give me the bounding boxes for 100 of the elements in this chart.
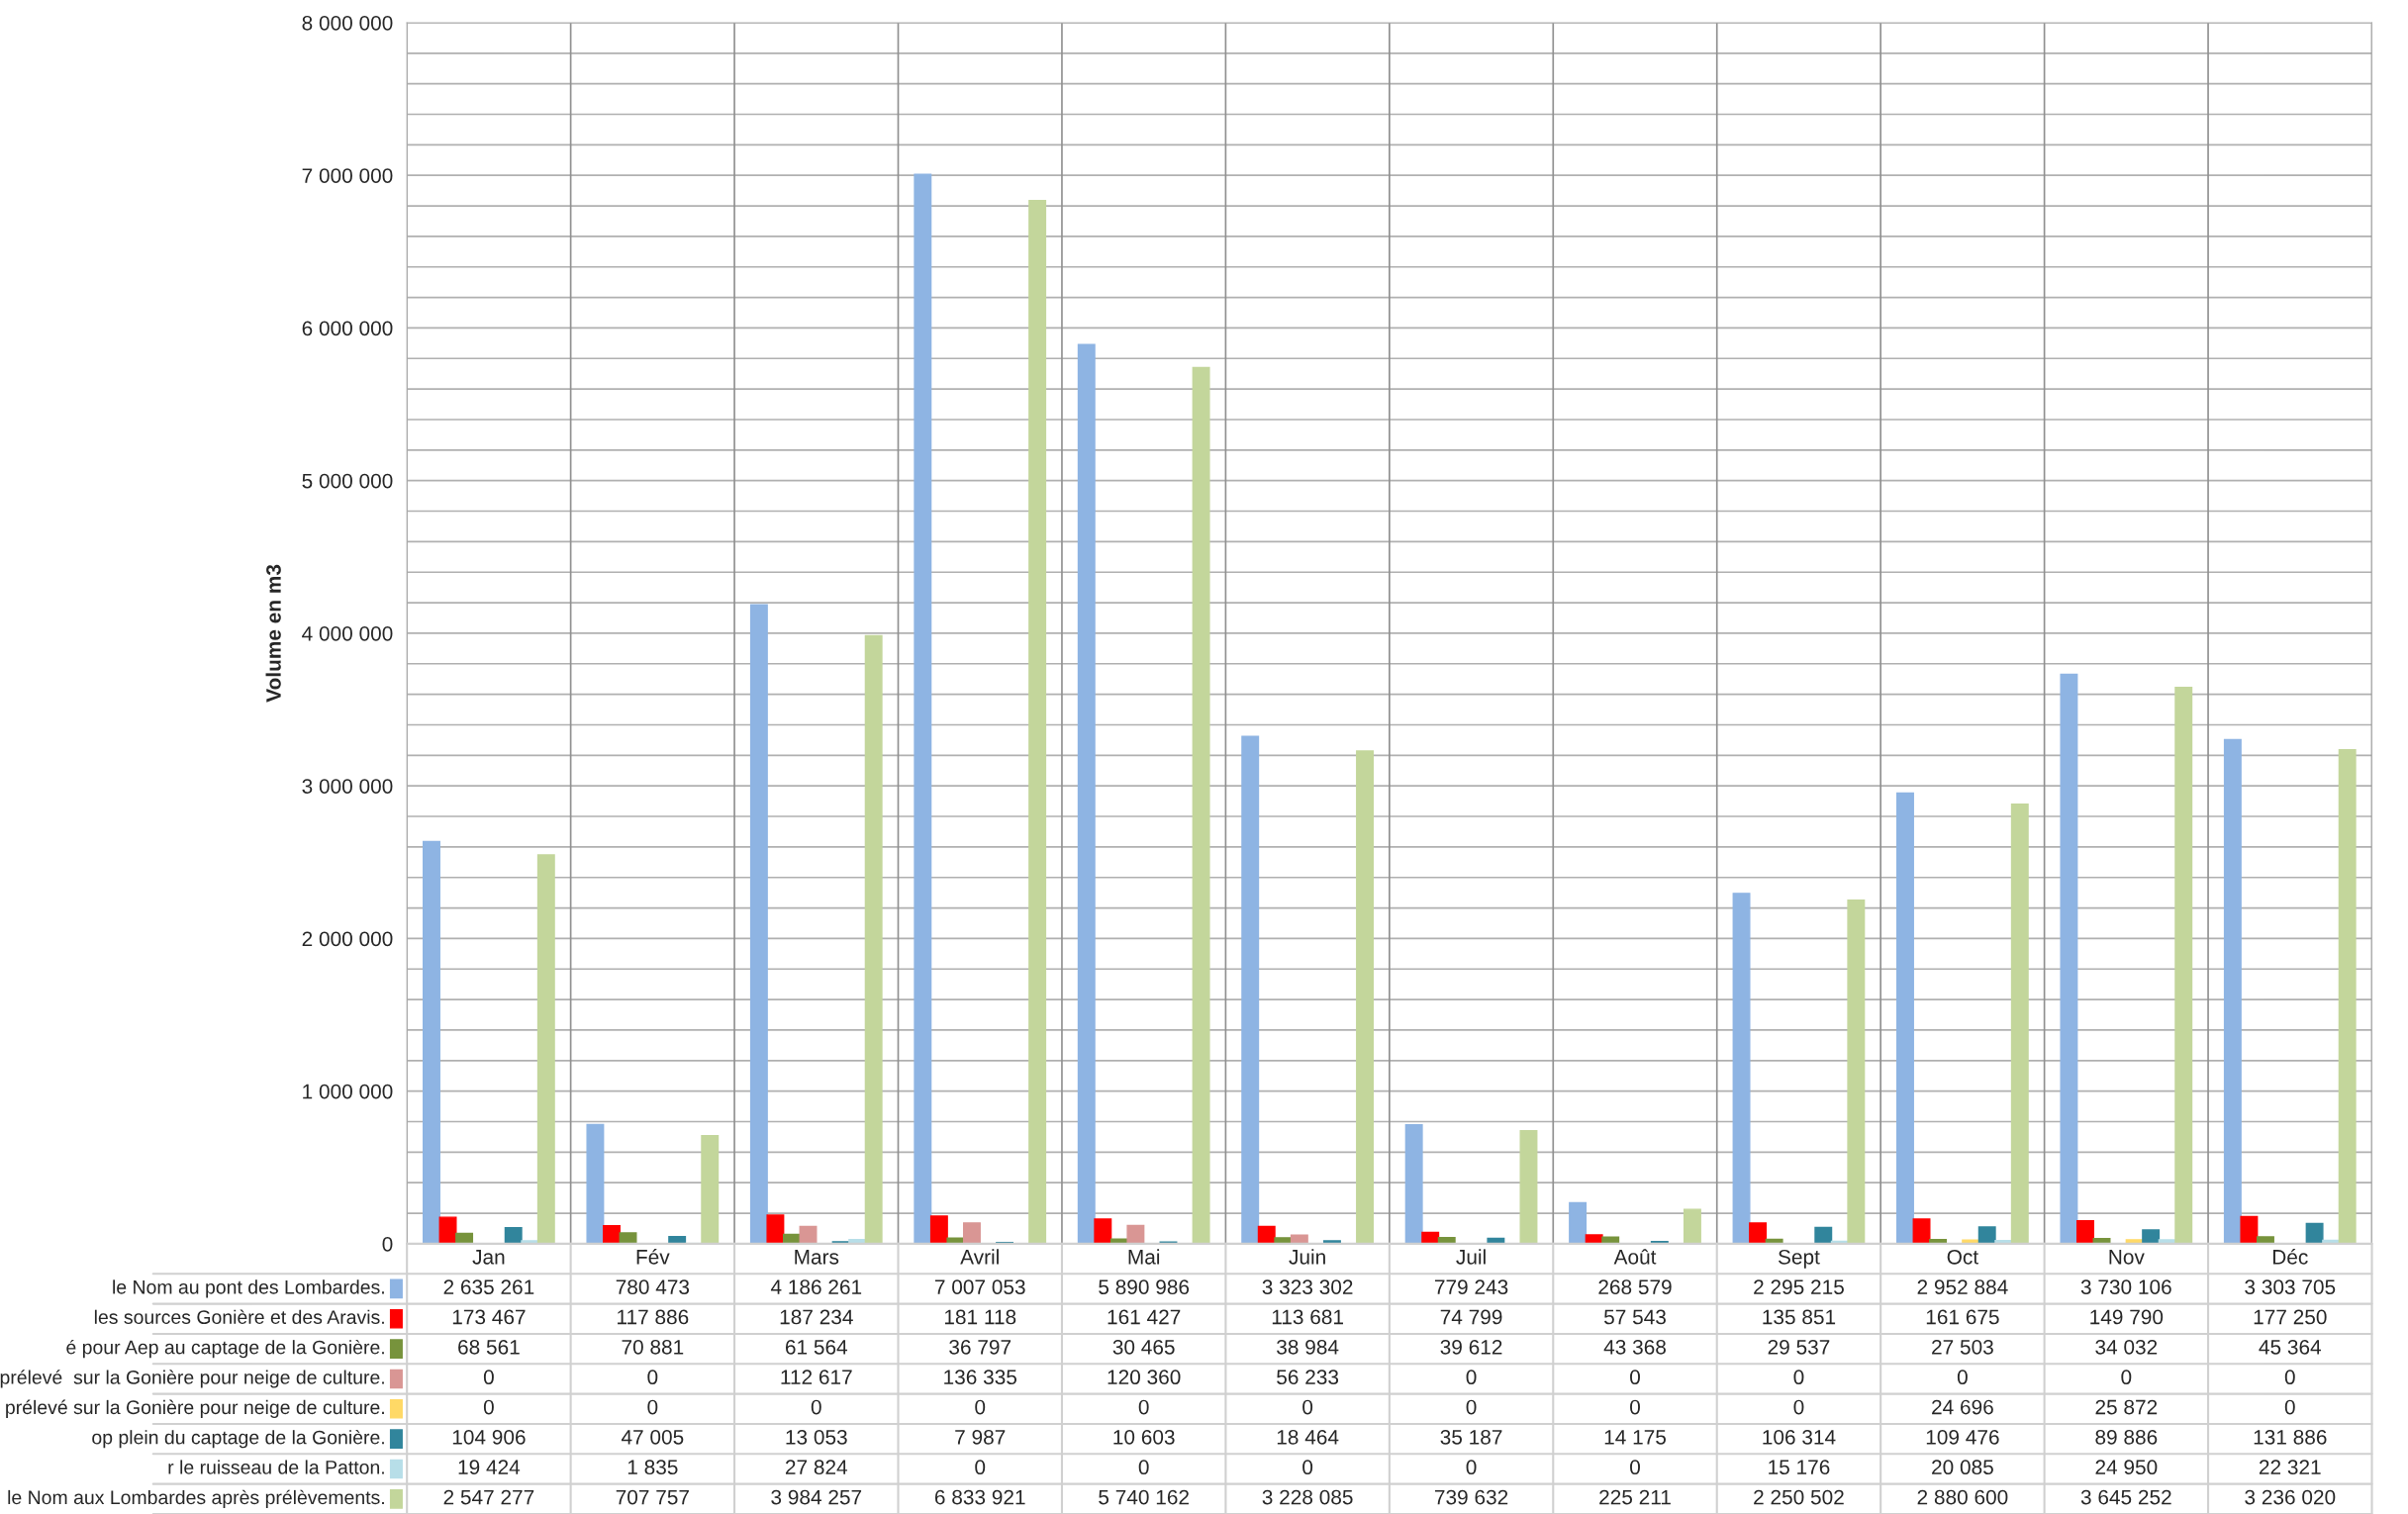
data-label: 3 323 302 (1262, 1279, 1353, 1295)
data-label: 0 (1466, 1370, 1477, 1385)
data-label: 0 (2121, 1370, 2132, 1385)
data-label: 181 118 (944, 1309, 1016, 1325)
data-label: 707 757 (616, 1489, 689, 1505)
data-label: 3 984 257 (771, 1489, 862, 1505)
data-label: 0 (975, 1460, 986, 1475)
data-label: 104 906 (452, 1429, 526, 1445)
data-label: 39 612 (1440, 1339, 1502, 1355)
data-label: 7 987 (955, 1429, 1006, 1445)
y-tick-label: 3 000 000 (302, 779, 393, 794)
x-tick-label: Jan (472, 1250, 505, 1265)
data-label: 25 872 (2095, 1399, 2158, 1415)
data-label: 2 295 215 (1754, 1279, 1844, 1295)
legend-label: r le ruisseau de la Patton. (168, 1460, 384, 1474)
legend-label: le Nom au pont des Lombardes. (113, 1279, 384, 1298)
x-tick-label: Mars (795, 1250, 839, 1265)
y-tick-label: 1 000 000 (303, 1084, 393, 1099)
data-label: 112 617 (781, 1370, 852, 1385)
x-tick-label: Nov (2109, 1250, 2145, 1265)
data-label: 0 (1630, 1370, 1640, 1385)
data-label: 89 886 (2095, 1429, 2158, 1445)
data-label: 34 032 (2095, 1339, 2158, 1355)
data-label: 113 681 (1272, 1309, 1343, 1325)
data-label: 0 (483, 1370, 494, 1385)
data-label: 161 675 (1926, 1309, 1999, 1325)
x-tick-label: Avril (960, 1249, 999, 1265)
data-label: 22 321 (2259, 1460, 2321, 1475)
x-tick-label: Sept (1778, 1249, 1820, 1269)
data-label: 177 250 (2254, 1309, 2327, 1325)
data-label: 6 833 921 (934, 1489, 1025, 1505)
data-label: 109 476 (1926, 1429, 1999, 1445)
data-label: 0 (2284, 1370, 2295, 1385)
data-label: 74 799 (1440, 1309, 1502, 1325)
data-label: 0 (1793, 1370, 1804, 1385)
data-label: 0 (1630, 1399, 1640, 1415)
legend-label: le Nom aux Lombardes après prélèvements. (8, 1489, 384, 1508)
data-label: 18 464 (1277, 1429, 1339, 1445)
data-label: 29 537 (1768, 1339, 1830, 1355)
data-label: 0 (1793, 1399, 1804, 1415)
data-label: 0 (1302, 1399, 1313, 1415)
data-label: 10 603 (1113, 1429, 1175, 1445)
data-label: 19 424 (458, 1460, 521, 1475)
x-tick-label: Juil (1456, 1249, 1486, 1265)
data-label: 0 (1466, 1399, 1477, 1415)
data-label: 47 005 (621, 1429, 684, 1445)
x-tick-label: Mai (1128, 1249, 1160, 1265)
y-tick-label: 4 000 000 (302, 625, 393, 641)
y-axis-title: Volume en m3 (265, 564, 281, 703)
data-label: 268 579 (1598, 1279, 1672, 1295)
data-label: 136 335 (944, 1370, 1017, 1385)
x-tick-label: Fév (636, 1249, 670, 1265)
data-label: 117 886 (618, 1309, 689, 1325)
data-label: 70 881 (622, 1339, 684, 1355)
data-label: 0 (1957, 1370, 1968, 1385)
legend-label: prélevé sur la Gonière pour neige de culture. (0, 1370, 384, 1388)
data-label: 779 243 (1434, 1279, 1508, 1295)
data-label: 68 561 (458, 1339, 520, 1355)
y-tick-label: 7 000 000 (302, 168, 393, 183)
data-label: 0 (647, 1399, 658, 1415)
data-label: 7 007 053 (934, 1279, 1025, 1295)
y-tick-label: 2 000 000 (302, 931, 393, 947)
data-label: 27 503 (1932, 1339, 1993, 1355)
data-label: 13 053 (786, 1429, 847, 1445)
data-label: 0 (1466, 1460, 1477, 1475)
data-label: 0 (1630, 1460, 1640, 1475)
data-label: 2 547 277 (443, 1489, 534, 1505)
y-tick-label: 8 000 000 (302, 15, 393, 31)
x-tick-label: Juin (1289, 1249, 1325, 1265)
data-label: 3 303 705 (2245, 1279, 2336, 1295)
legend-label: prélevé sur la Gonière pour neige de culture. (6, 1399, 384, 1418)
data-label: 780 473 (616, 1279, 690, 1295)
y-tick-label: 6 000 000 (302, 321, 393, 336)
legend-label: les sources Gonière et des Aravis. (94, 1309, 384, 1324)
data-label: 24 696 (1932, 1399, 1993, 1415)
x-tick-label: Août (1613, 1249, 1657, 1265)
data-label: 0 (1138, 1460, 1149, 1475)
data-label: 5 740 162 (1099, 1489, 1189, 1505)
data-label: 173 467 (452, 1309, 526, 1325)
data-label: 56 233 (1277, 1370, 1339, 1385)
data-label: 0 (1138, 1399, 1149, 1415)
data-label: 36 797 (949, 1339, 1011, 1355)
data-label: 3 730 106 (2080, 1279, 2171, 1295)
data-label: 149 790 (2090, 1309, 2164, 1325)
data-label: 3 228 085 (1262, 1489, 1353, 1505)
data-label: 0 (811, 1399, 821, 1415)
data-label: 131 886 (2254, 1429, 2327, 1445)
data-label: 2 635 261 (443, 1279, 534, 1295)
data-label: 135 851 (1763, 1309, 1836, 1325)
data-label: 2 250 502 (1754, 1489, 1844, 1505)
data-label: 0 (1302, 1460, 1313, 1475)
data-label: 43 368 (1603, 1339, 1666, 1355)
data-label: 15 176 (1769, 1460, 1830, 1475)
data-label: 3 236 020 (2245, 1489, 2336, 1505)
x-tick-label: Déc (2272, 1249, 2308, 1265)
data-label: 4 186 261 (770, 1279, 862, 1295)
data-label: 120 360 (1108, 1370, 1181, 1385)
data-label: 225 211 (1599, 1489, 1671, 1505)
data-label: 27 824 (785, 1460, 848, 1475)
data-label: 14 175 (1604, 1430, 1666, 1445)
